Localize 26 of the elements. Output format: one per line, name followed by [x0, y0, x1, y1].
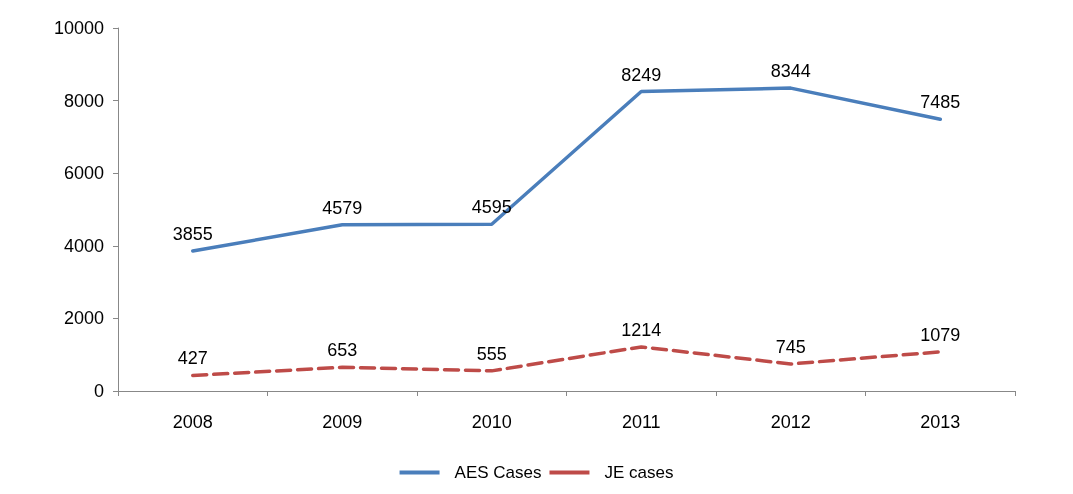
y-tick-label: 6000	[63, 163, 104, 184]
x-tick-label: 2008	[172, 412, 213, 432]
data-label: 555	[476, 343, 507, 364]
x-tick-label: 2011	[621, 412, 661, 432]
y-tick-label: 2000	[63, 308, 104, 329]
data-label: 745	[775, 336, 806, 357]
x-tick-label: 2009	[322, 412, 363, 432]
legend-label: JE cases	[604, 463, 674, 482]
data-label: 653	[327, 340, 358, 361]
y-tick-label: 4000	[63, 235, 104, 256]
data-label: 4595	[471, 197, 512, 218]
x-tick-label: 2010	[471, 412, 512, 432]
y-tick-label: 0	[93, 381, 104, 401]
data-label: 7485	[920, 92, 961, 113]
data-label: 8249	[621, 64, 662, 85]
y-tick-label: 10000	[53, 18, 104, 38]
legend-label: AES Cases	[454, 463, 542, 482]
data-label: 8344	[770, 61, 811, 82]
data-label: 1079	[920, 324, 961, 345]
x-tick-label: 2013	[920, 412, 961, 432]
y-tick-label: 8000	[63, 90, 104, 111]
data-label: 1214	[621, 319, 662, 340]
data-label: 427	[177, 348, 208, 369]
data-label: 3855	[172, 224, 213, 245]
data-label: 4579	[322, 197, 363, 218]
x-tick-label: 2012	[770, 412, 811, 432]
